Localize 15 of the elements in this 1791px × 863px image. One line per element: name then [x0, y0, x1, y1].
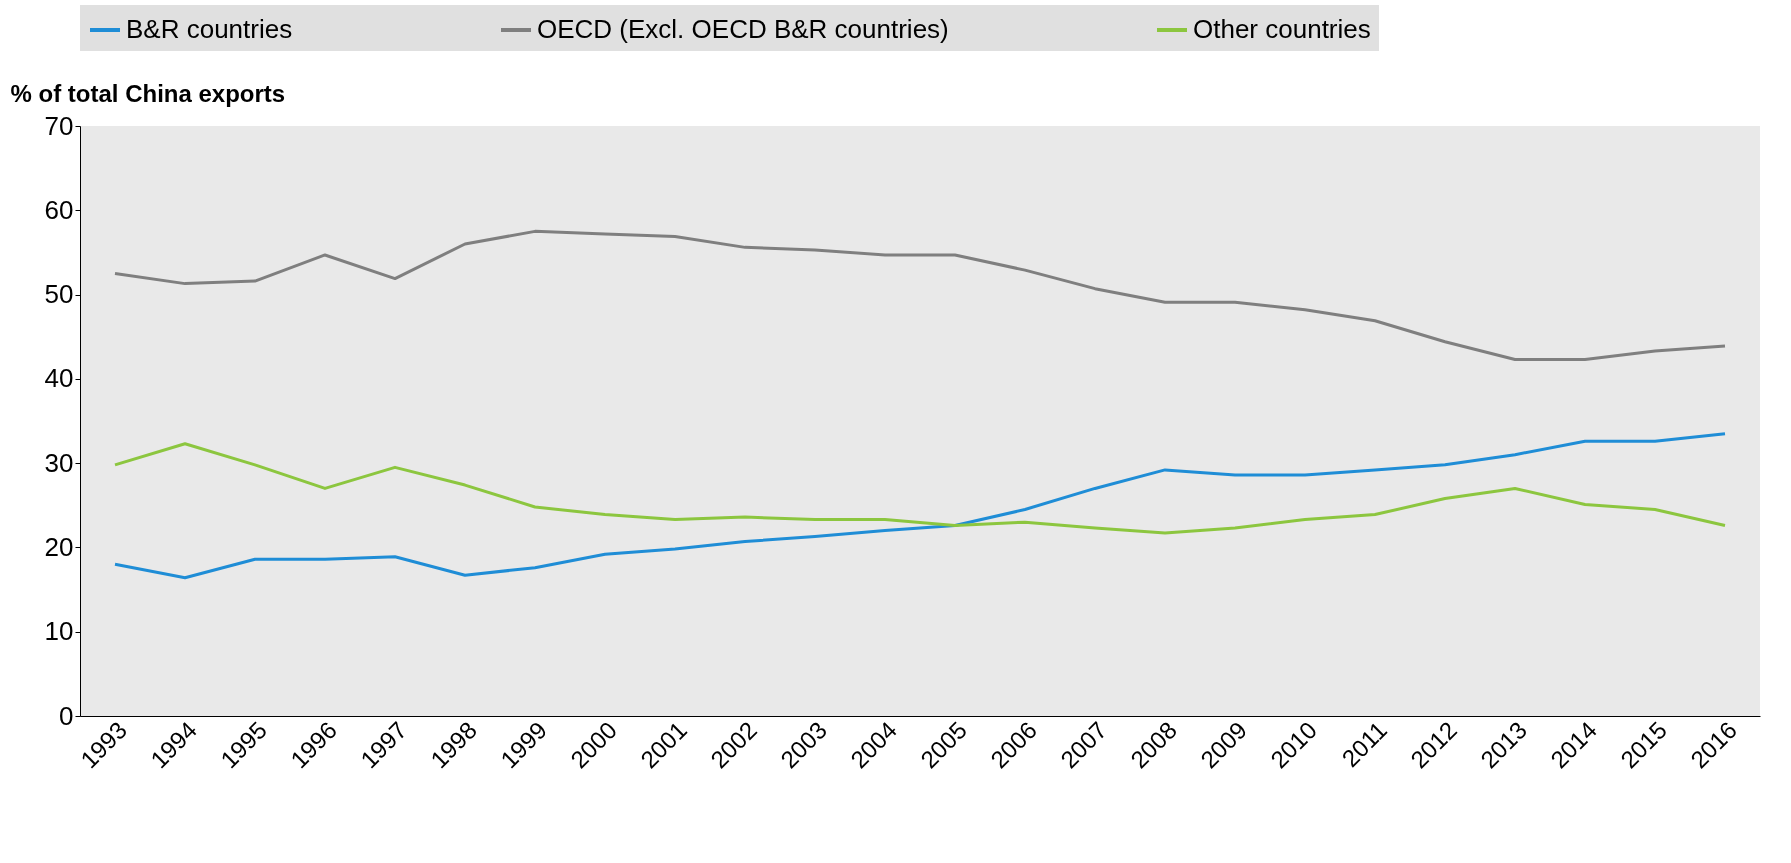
y-tick-label: 20	[44, 531, 74, 562]
y-tick-label: 30	[44, 447, 74, 478]
y-axis-title: % of total China exports	[10, 79, 286, 107]
line-series	[113, 432, 1727, 580]
y-tick-label: 50	[44, 279, 74, 310]
y-tick-label: 60	[44, 194, 74, 225]
y-tick-label: 0	[59, 700, 74, 731]
legend-label: Other countries	[1193, 14, 1371, 44]
line-series	[113, 442, 1727, 535]
y-tick-label: 40	[44, 363, 74, 394]
y-tick-label: 10	[44, 616, 74, 647]
legend-label: B&R countries	[126, 14, 293, 44]
y-tick-label: 70	[44, 110, 74, 141]
legend-label: OECD (Excl. OECD B&R countries)	[537, 14, 949, 44]
line-series	[113, 229, 1727, 361]
